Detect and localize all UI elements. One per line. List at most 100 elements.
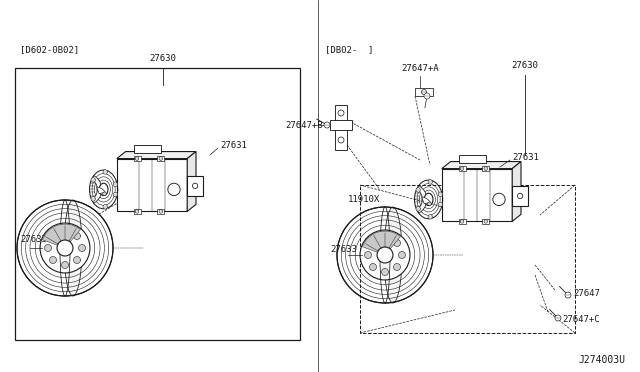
Wedge shape (92, 176, 102, 203)
Ellipse shape (64, 200, 82, 296)
Text: 27630: 27630 (511, 61, 538, 70)
Bar (483, 166, 490, 171)
Circle shape (338, 137, 344, 143)
Circle shape (49, 257, 56, 263)
Circle shape (159, 210, 163, 213)
Bar (512, 186, 528, 206)
Circle shape (103, 170, 108, 174)
Circle shape (135, 210, 139, 213)
Circle shape (422, 90, 426, 94)
Circle shape (365, 251, 372, 259)
Circle shape (360, 230, 410, 280)
Bar (335, 105, 347, 150)
Circle shape (113, 192, 118, 197)
Bar (15, 68, 300, 340)
Bar (134, 144, 161, 153)
Polygon shape (97, 187, 106, 194)
Circle shape (377, 247, 393, 263)
Bar (187, 176, 203, 196)
Circle shape (438, 202, 443, 207)
Wedge shape (417, 186, 427, 213)
Circle shape (49, 232, 56, 240)
Bar (460, 154, 486, 163)
Bar (442, 169, 512, 221)
Circle shape (460, 219, 464, 223)
Wedge shape (42, 224, 81, 248)
Circle shape (45, 244, 52, 251)
Ellipse shape (424, 193, 433, 206)
Text: 27633: 27633 (20, 235, 47, 244)
Bar (134, 156, 141, 161)
Circle shape (565, 292, 571, 298)
Wedge shape (362, 231, 401, 255)
Circle shape (428, 180, 433, 184)
Text: 27631: 27631 (512, 154, 539, 163)
Text: 27647+B: 27647+B (285, 121, 323, 129)
Circle shape (74, 257, 81, 263)
Circle shape (381, 269, 388, 276)
Text: J274003U: J274003U (578, 355, 625, 365)
Text: [D602-0B02]: [D602-0B02] (20, 45, 79, 55)
Ellipse shape (99, 183, 108, 196)
Circle shape (438, 192, 443, 196)
Bar (116, 158, 187, 211)
Circle shape (91, 178, 95, 182)
Circle shape (369, 263, 376, 270)
Bar (458, 166, 465, 171)
Circle shape (103, 205, 108, 209)
Circle shape (484, 167, 488, 170)
Text: 27647+C: 27647+C (562, 315, 600, 324)
Circle shape (416, 207, 420, 211)
Circle shape (168, 183, 180, 196)
Circle shape (484, 219, 488, 223)
Bar (483, 219, 490, 224)
Circle shape (518, 193, 523, 199)
Text: 11910X: 11910X (348, 196, 380, 205)
Circle shape (102, 192, 106, 196)
Circle shape (394, 240, 401, 247)
Bar (360, 185, 575, 333)
Circle shape (159, 157, 163, 160)
Circle shape (428, 215, 433, 219)
Circle shape (40, 223, 90, 273)
Polygon shape (512, 161, 521, 221)
Polygon shape (187, 151, 196, 211)
Text: 27630: 27630 (150, 54, 177, 63)
Circle shape (79, 244, 86, 251)
Circle shape (424, 93, 430, 99)
Circle shape (428, 202, 431, 206)
Polygon shape (116, 151, 196, 158)
Circle shape (399, 251, 406, 259)
Text: [DB02-  ]: [DB02- ] (325, 45, 373, 55)
Circle shape (74, 232, 81, 240)
Text: 27631: 27631 (220, 141, 247, 151)
Circle shape (338, 110, 344, 116)
Circle shape (61, 228, 68, 234)
Bar (157, 209, 164, 214)
Circle shape (135, 157, 139, 160)
Circle shape (113, 182, 118, 186)
Circle shape (57, 240, 73, 256)
Circle shape (61, 262, 68, 269)
Circle shape (324, 122, 330, 128)
Circle shape (91, 197, 95, 201)
Bar (134, 209, 141, 214)
Ellipse shape (384, 207, 402, 303)
Circle shape (493, 193, 505, 206)
Circle shape (381, 234, 388, 241)
Text: 27647+A: 27647+A (401, 64, 439, 73)
Circle shape (193, 183, 198, 189)
Circle shape (394, 263, 401, 270)
Circle shape (416, 188, 420, 192)
Bar (157, 156, 164, 161)
Text: 27647: 27647 (573, 289, 600, 298)
Circle shape (369, 240, 376, 247)
Text: 27633: 27633 (330, 246, 357, 254)
Polygon shape (442, 161, 521, 169)
Circle shape (460, 167, 464, 170)
Circle shape (555, 315, 561, 321)
Bar (415, 88, 433, 96)
Polygon shape (422, 197, 430, 204)
Bar (330, 120, 352, 130)
Bar (458, 219, 465, 224)
